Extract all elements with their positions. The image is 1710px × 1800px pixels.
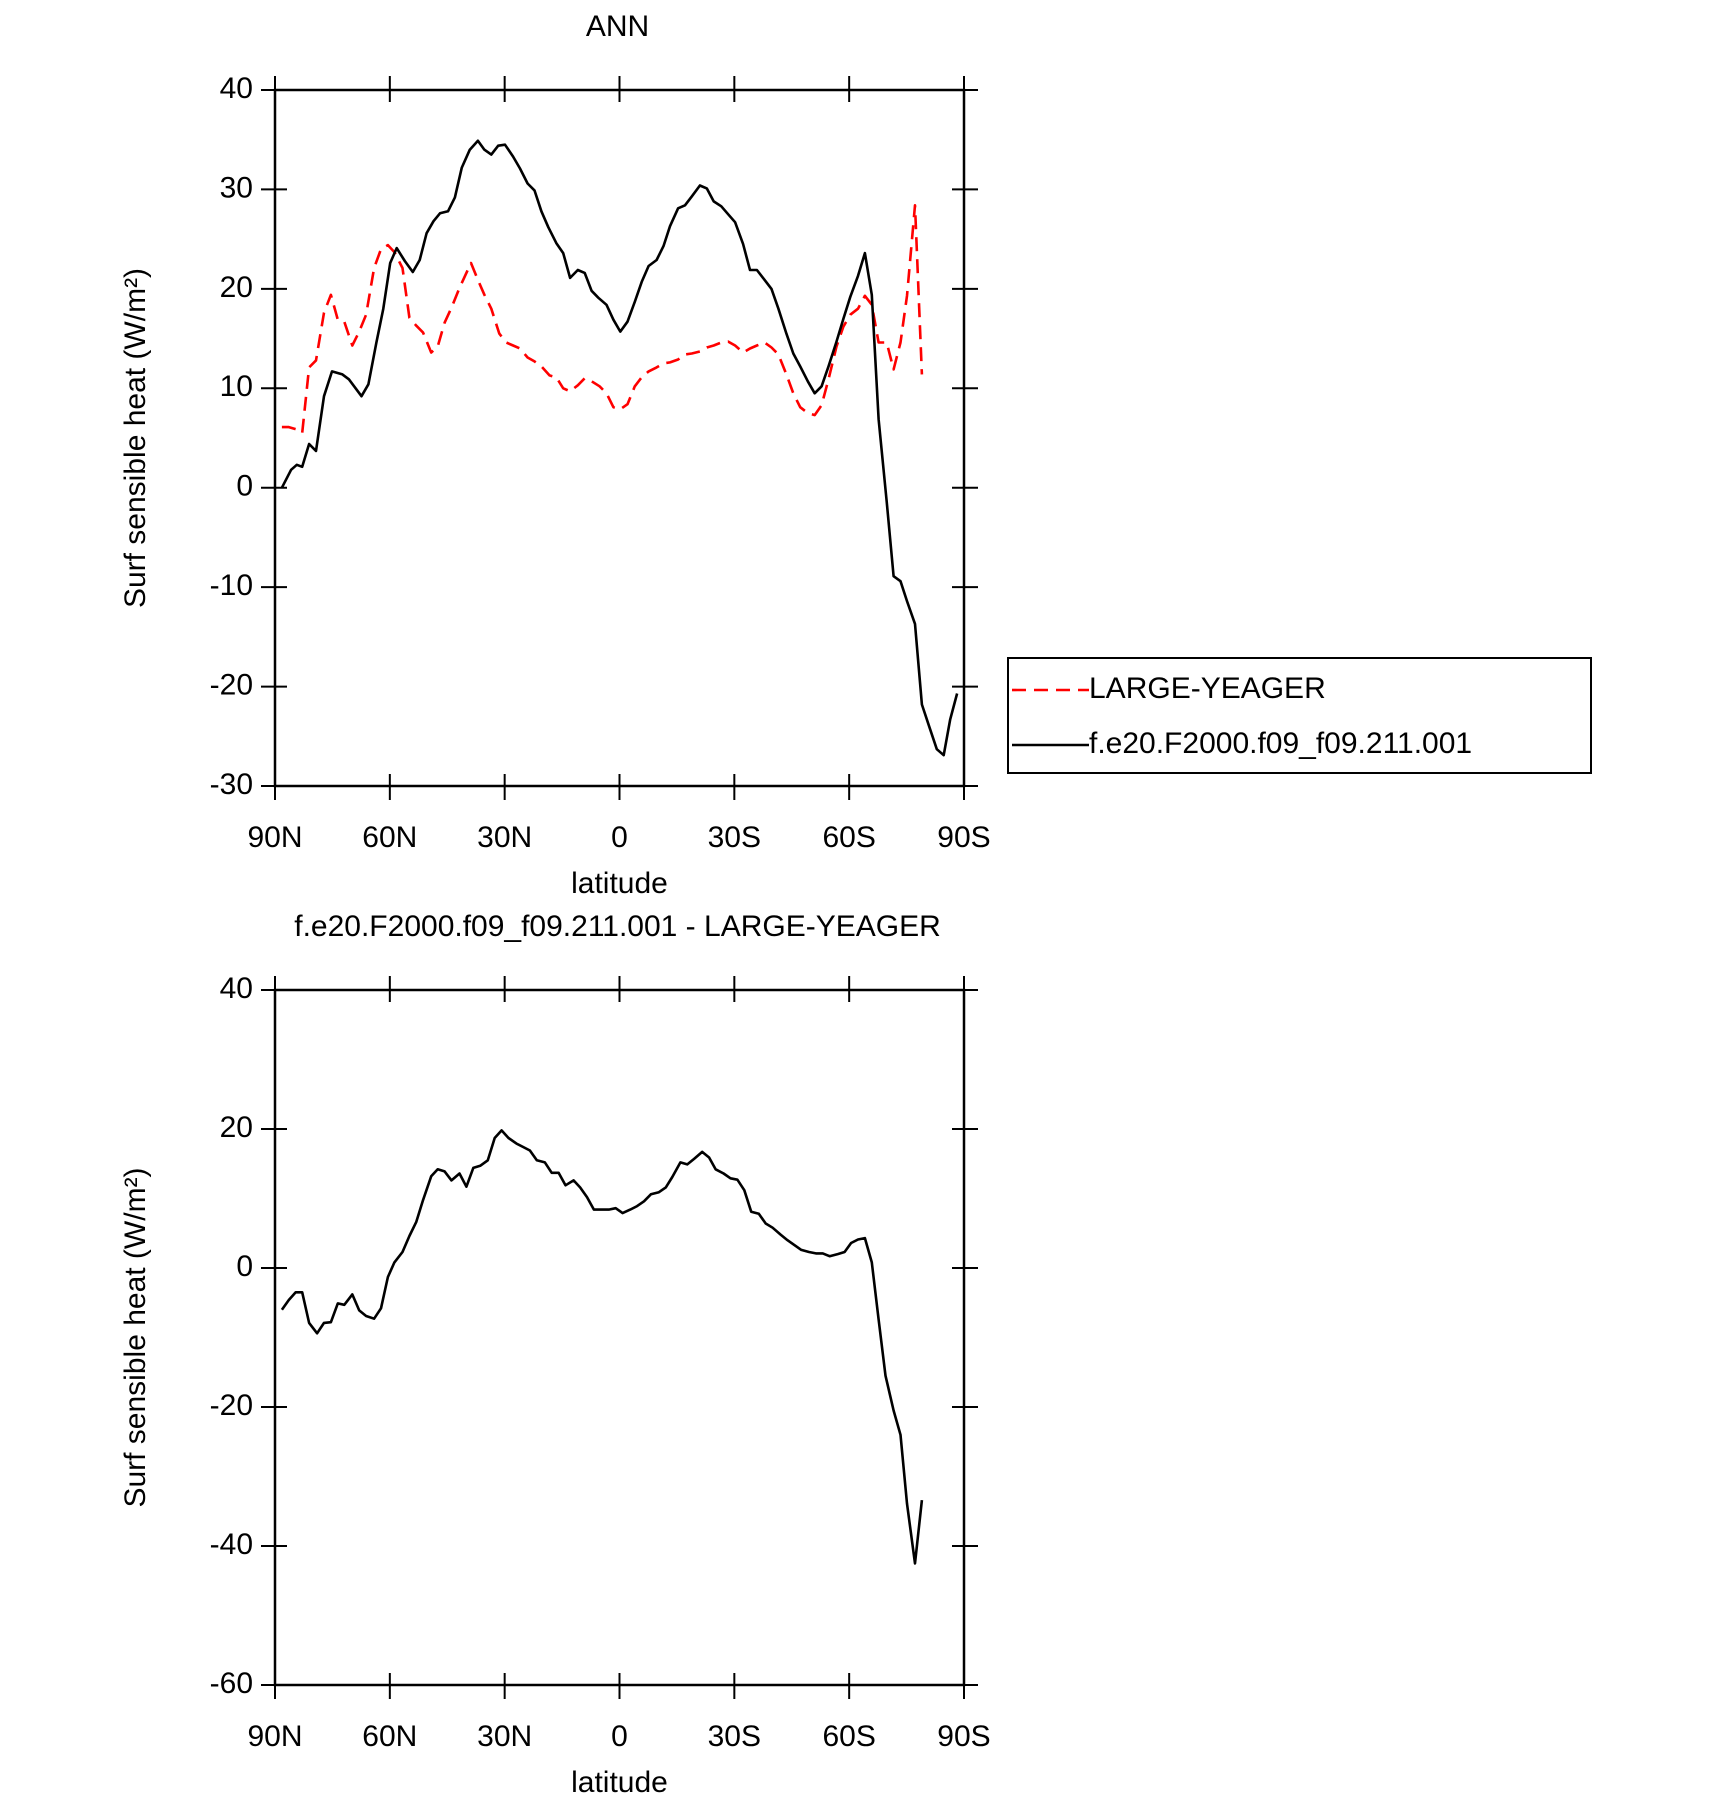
x-tick-label: 30N [477,1720,532,1753]
y-tick-label: 0 [236,470,253,503]
x-axis-label: latitude [571,1766,668,1799]
x-tick-label: 90N [247,821,302,854]
x-tick-label: 0 [611,1720,628,1753]
y-tick-label: 0 [236,1250,253,1283]
x-tick-label: 0 [611,821,628,854]
y-tick-label: 40 [220,72,253,105]
y-tick-label: 30 [220,171,253,204]
x-tick-label: 30S [708,821,761,854]
y-axis-label: Surf sensible heat (W/m²) [119,1167,152,1507]
y-tick-label: -40 [210,1528,253,1561]
chart-title: f.e20.F2000.f09_f09.211.001 - LARGE-YEAG… [294,910,941,943]
x-tick-label: 90N [247,1720,302,1753]
y-tick-label: 20 [220,271,253,304]
x-tick-label: 30S [708,1720,761,1753]
legend-box [1007,657,1592,774]
chart: ANN latitude Surf sensible heat (W/m²) 90N 6… [119,10,1592,900]
plot-frame [273,988,966,1687]
y-tick-label: -30 [210,768,253,801]
y-tick-label: -20 [210,1389,253,1422]
x-tick-label: 60N [362,821,417,854]
y-tick-label: 10 [220,370,253,403]
chart-title: ANN [586,10,649,43]
y-tick-label: -10 [210,569,253,602]
legend-label: f.e20.F2000.f09_f09.211.001 [1089,727,1472,760]
data-line [280,139,959,757]
x-axis-label: latitude [571,867,668,900]
legend: LARGE-YEAGER f.e20.F2000.f09_f09.211.001 [1007,657,1592,774]
y-tick-label: -60 [210,1667,253,1700]
x-tick-label: 60S [822,1720,875,1753]
x-tick-label: 90S [937,1720,990,1753]
y-tick-label: -20 [210,668,253,701]
y-tick-label: 20 [220,1111,253,1144]
x-tick-label: 90S [937,821,990,854]
x-tick-label: 30N [477,821,532,854]
x-tick-label: 60N [362,1720,417,1753]
y-tick-label: 40 [220,972,253,1005]
chart: f.e20.F2000.f09_f09.211.001 - LARGE-YEAG… [119,910,991,1799]
legend-label: LARGE-YEAGER [1089,672,1326,705]
y-axis-label: Surf sensible heat (W/m²) [119,268,152,608]
data-line [281,204,924,435]
x-tick-label: 60S [822,821,875,854]
plot-frame [273,88,966,788]
data-line [280,1129,924,1565]
